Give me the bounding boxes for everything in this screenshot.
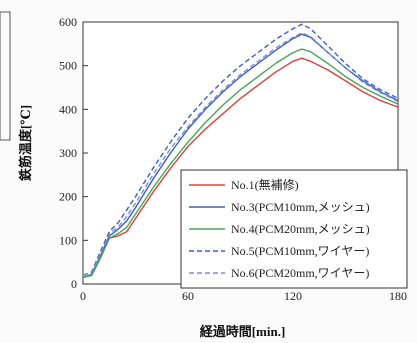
legend-entry-label: No.5(PCM10mm,ワイヤー) <box>231 244 369 258</box>
series-line-5 <box>82 32 399 276</box>
y-tick-label: 400 <box>59 102 77 116</box>
x-tick-label: 180 <box>389 289 407 303</box>
x-tick-label: 120 <box>284 289 302 303</box>
x-axis-title: 経過時間[min.] <box>200 324 286 339</box>
y-tick-label: 200 <box>59 190 77 204</box>
y-tick-label: 500 <box>59 59 77 73</box>
legend-entry-label: No.1(無補修) <box>231 177 299 192</box>
legend-entry-label: No.4(PCM20mm,メッシュ) <box>231 222 370 236</box>
left-edge-crop-fragment <box>0 11 11 141</box>
x-tick-label: 0 <box>80 289 86 303</box>
series-line-2 <box>82 33 399 279</box>
y-tick-label: 300 <box>59 146 77 160</box>
series-line-3 <box>82 48 399 279</box>
y-tick-label: 600 <box>59 15 77 29</box>
legend-entry-label: No.3(PCM10mm,メッシュ) <box>231 200 370 214</box>
series-line-4 <box>82 23 399 276</box>
legend-entry-label: No.6(PCM20mm,ワイヤー) <box>231 266 369 280</box>
x-tick-label: 60 <box>182 289 194 303</box>
y-axis-title: 鉄筋温度[℃] <box>18 105 33 181</box>
series-line-1 <box>82 57 399 279</box>
y-tick-label: 0 <box>71 277 77 291</box>
y-tick-label: 100 <box>59 233 77 247</box>
